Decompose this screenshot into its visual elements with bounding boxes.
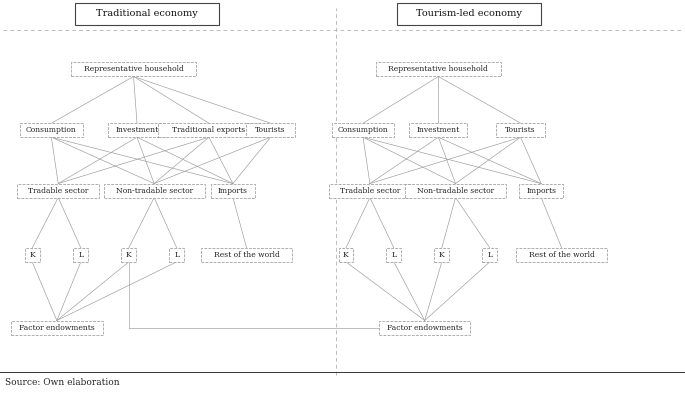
FancyBboxPatch shape <box>121 248 136 262</box>
FancyBboxPatch shape <box>108 123 166 137</box>
FancyBboxPatch shape <box>75 3 219 25</box>
FancyBboxPatch shape <box>332 123 395 137</box>
FancyBboxPatch shape <box>519 183 563 198</box>
Text: Tourism-led economy: Tourism-led economy <box>416 10 522 18</box>
Text: Factor endowments: Factor endowments <box>19 324 95 331</box>
FancyBboxPatch shape <box>410 123 467 137</box>
FancyBboxPatch shape <box>338 248 353 262</box>
Text: K: K <box>126 251 132 259</box>
Text: K: K <box>29 251 35 259</box>
Text: Imports: Imports <box>526 187 556 195</box>
FancyBboxPatch shape <box>497 123 545 137</box>
Text: Investment: Investment <box>115 126 159 134</box>
Text: Tourists: Tourists <box>256 126 286 134</box>
FancyBboxPatch shape <box>329 183 411 198</box>
Text: L: L <box>487 251 493 259</box>
Text: Imports: Imports <box>218 187 248 195</box>
Text: Factor endowments: Factor endowments <box>387 324 462 331</box>
Text: L: L <box>174 251 179 259</box>
Text: Tourists: Tourists <box>506 126 536 134</box>
Text: Non-tradable sector: Non-tradable sector <box>116 187 192 195</box>
Text: L: L <box>391 251 397 259</box>
Text: Rest of the world: Rest of the world <box>214 251 279 259</box>
FancyBboxPatch shape <box>482 248 497 262</box>
FancyBboxPatch shape <box>405 183 506 198</box>
FancyBboxPatch shape <box>17 183 99 198</box>
FancyBboxPatch shape <box>211 183 255 198</box>
FancyBboxPatch shape <box>201 248 292 262</box>
Text: Non-tradable sector: Non-tradable sector <box>417 187 494 195</box>
Text: L: L <box>78 251 84 259</box>
Text: Tradable sector: Tradable sector <box>340 187 400 195</box>
Text: Representative household: Representative household <box>388 66 488 73</box>
Text: Traditional exports: Traditional exports <box>173 126 245 134</box>
FancyBboxPatch shape <box>247 123 295 137</box>
FancyBboxPatch shape <box>376 62 501 77</box>
FancyBboxPatch shape <box>11 320 103 335</box>
Text: Representative household: Representative household <box>84 66 184 73</box>
FancyBboxPatch shape <box>434 248 449 262</box>
Text: Consumption: Consumption <box>26 126 77 134</box>
Text: Traditional economy: Traditional economy <box>97 10 198 18</box>
Text: Consumption: Consumption <box>338 126 388 134</box>
FancyBboxPatch shape <box>103 183 205 198</box>
FancyBboxPatch shape <box>71 62 196 77</box>
FancyBboxPatch shape <box>397 3 541 25</box>
FancyBboxPatch shape <box>386 248 401 262</box>
Text: K: K <box>343 251 349 259</box>
Text: Rest of the world: Rest of the world <box>529 251 595 259</box>
FancyBboxPatch shape <box>73 248 88 262</box>
Text: Tradable sector: Tradable sector <box>28 187 88 195</box>
FancyBboxPatch shape <box>516 248 608 262</box>
Text: Source: Own elaboration: Source: Own elaboration <box>5 378 120 387</box>
FancyBboxPatch shape <box>20 123 83 137</box>
Text: Investment: Investment <box>416 126 460 134</box>
Text: K: K <box>439 251 445 259</box>
FancyBboxPatch shape <box>158 123 260 137</box>
FancyBboxPatch shape <box>25 248 40 262</box>
FancyBboxPatch shape <box>169 248 184 262</box>
FancyBboxPatch shape <box>379 320 471 335</box>
